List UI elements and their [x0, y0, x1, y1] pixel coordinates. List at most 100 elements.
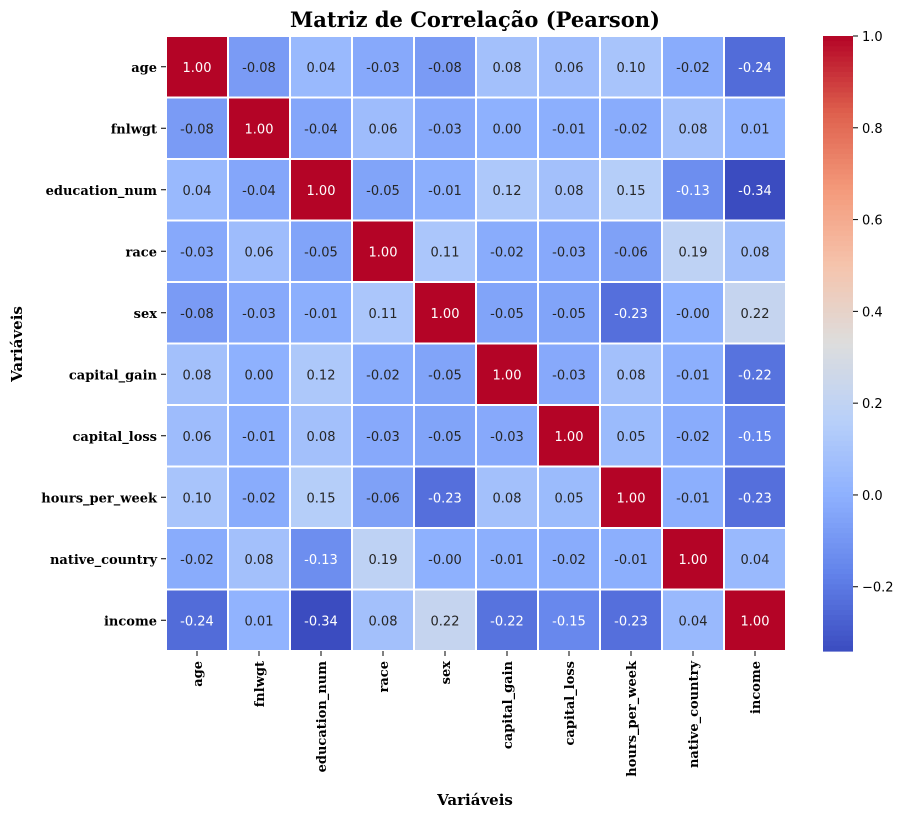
colorbar-segment: [823, 71, 853, 78]
cell-value-label: -0.03: [242, 307, 276, 322]
cell-value-label: 1.00: [555, 430, 584, 445]
colorbar-segment: [823, 425, 853, 432]
colorbar-segment: [823, 46, 853, 52]
cell-value-label: 0.06: [245, 245, 274, 260]
heatmap-cell-race-age: [165, 219, 229, 283]
cell-value-label: -0.23: [428, 491, 462, 506]
x-tick-label-hours_per_week: hours_per_week: [625, 660, 640, 777]
colorbar-segment: [823, 512, 853, 519]
colorbar-segment: [823, 625, 853, 632]
colorbar-segment: [823, 92, 853, 99]
colorbar-segment: [823, 194, 853, 201]
y-axis-label: Variáveis: [8, 306, 26, 383]
cell-value-label: 0.08: [493, 491, 522, 506]
colorbar-segment: [823, 517, 853, 524]
colorbar-segment: [823, 297, 853, 304]
colorbar-segment: [823, 56, 853, 63]
colorbar-segment: [823, 82, 853, 88]
heatmap-cell-capital_gain-native_country: [661, 342, 725, 406]
heatmap-cell-income-income: [723, 588, 787, 652]
colorbar-segment: [823, 415, 853, 421]
heatmap-cell-hours_per_week-sex: [413, 465, 477, 529]
colorbar-segment: [823, 266, 853, 273]
colorbar-segment: [823, 87, 853, 93]
colorbar-segment: [823, 138, 853, 145]
colorbar-segment: [823, 61, 853, 68]
heatmap-cell-fnlwgt-race: [351, 96, 415, 160]
y-tick-label-capital_loss: capital_loss: [73, 430, 157, 445]
cell-value-label: 0.11: [369, 307, 398, 322]
cell-value-label: -0.06: [614, 245, 648, 260]
colorbar-segment: [823, 317, 853, 324]
colorbar-segment: [823, 420, 853, 427]
colorbar-segment: [823, 282, 853, 288]
cell-value-label: -0.34: [738, 184, 772, 199]
colorbar-segment: [823, 225, 853, 232]
colorbar-segment: [823, 594, 853, 601]
heatmap-cell-income-sex: [413, 588, 477, 652]
x-tick-label-education_num: education_num: [315, 661, 330, 773]
x-axis-label: Variáveis: [436, 791, 513, 809]
colorbar-segment: [823, 143, 853, 150]
colorbar-segment: [823, 241, 853, 247]
colorbar-segment: [823, 615, 853, 621]
heatmap-cell-capital_loss-capital_gain: [475, 404, 539, 468]
colorbar-segment: [823, 333, 853, 339]
cell-value-label: -0.05: [428, 368, 462, 383]
heatmap-cell-native_country-fnlwgt: [227, 527, 291, 591]
cell-value-label: -0.08: [180, 307, 214, 322]
cell-value-label: 0.06: [369, 122, 398, 137]
y-tick-label-sex: sex: [134, 307, 158, 322]
cell-value-label: 0.04: [183, 184, 212, 199]
heatmap-cell-capital_loss-native_country: [661, 404, 725, 468]
cell-value-label: 1.00: [245, 122, 274, 137]
colorbar-segment: [823, 287, 853, 293]
colorbar-segment: [823, 558, 853, 565]
heatmap-cell-education_num-education_num: [289, 158, 353, 222]
heatmap-cell-native_country-sex: [413, 527, 477, 591]
colorbar-segment: [823, 502, 853, 509]
heatmap-cell-education_num-native_country: [661, 158, 725, 222]
colorbar-segment: [823, 338, 853, 345]
cell-value-label: -0.03: [366, 61, 400, 76]
colorbar-segment: [823, 251, 853, 257]
colorbar-segment: [823, 548, 853, 555]
colorbar-segment: [823, 102, 853, 109]
y-tick-label-income: income: [104, 614, 157, 629]
cell-value-label: -0.04: [304, 122, 338, 137]
colorbar-tick-label: 0.8: [862, 122, 883, 137]
y-tick-label-age: age: [131, 61, 157, 76]
cell-value-label: -0.05: [490, 307, 524, 322]
x-tick-label-capital_gain: capital_gain: [501, 660, 516, 749]
colorbar-segment: [823, 471, 853, 478]
heatmap-cell-income-capital_gain: [475, 588, 539, 652]
colorbar-segment: [823, 246, 853, 252]
heatmap-cell-fnlwgt-fnlwgt: [227, 96, 291, 160]
cell-value-label: 0.08: [245, 553, 274, 568]
cell-value-label: 0.15: [307, 491, 336, 506]
colorbar-segment: [823, 353, 853, 360]
y-tick-label-race: race: [126, 245, 157, 260]
cell-value-label: 0.08: [307, 430, 336, 445]
heatmap-cell-sex-hours_per_week: [599, 281, 663, 345]
colorbar-segment: [823, 312, 853, 319]
cell-value-label: 0.01: [741, 122, 770, 137]
cell-value-label: 1.00: [741, 614, 770, 629]
heatmap-cell-income-capital_loss: [537, 588, 601, 652]
y-tick-label-education_num: education_num: [46, 184, 158, 199]
cell-value-label: -0.02: [180, 553, 214, 568]
colorbar-segment: [823, 589, 853, 596]
cell-value-label: 0.05: [617, 430, 646, 445]
colorbar-segment: [823, 461, 853, 468]
colorbar-tick-label: 0.6: [862, 214, 883, 229]
colorbar-segment: [823, 215, 853, 222]
cell-value-label: -0.24: [180, 614, 214, 629]
cell-value-label: -0.08: [428, 61, 462, 76]
colorbar-segment: [823, 399, 853, 406]
colorbar-tick-label: −0.2: [862, 581, 894, 596]
cell-value-label: -0.01: [428, 184, 462, 199]
colorbar-segment: [823, 507, 853, 514]
cell-value-label: 0.06: [183, 430, 212, 445]
cell-value-label: -0.02: [552, 553, 586, 568]
